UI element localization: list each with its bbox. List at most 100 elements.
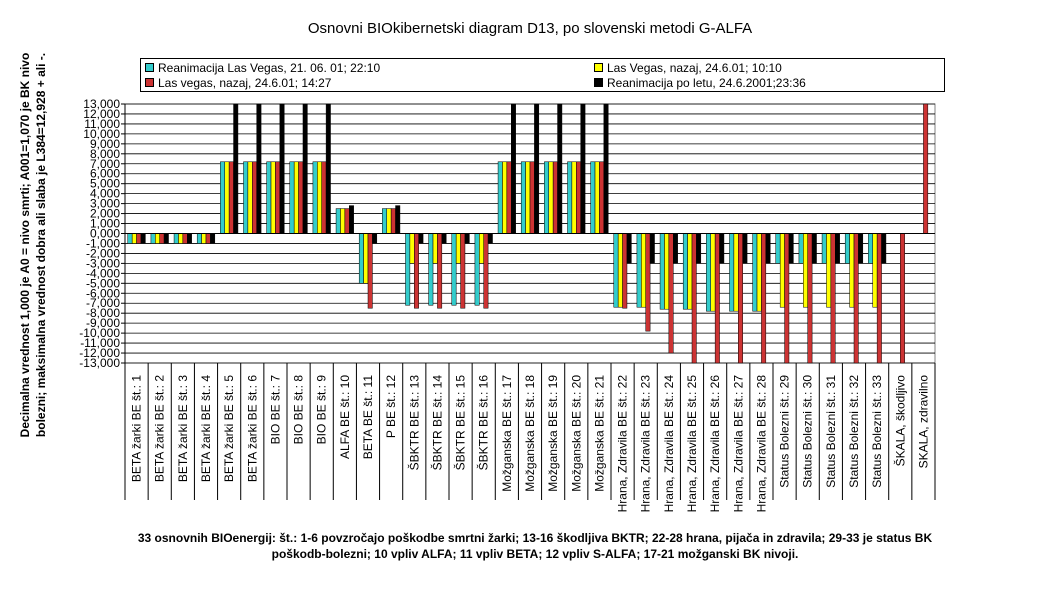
bar-series1 <box>243 161 249 234</box>
bar-series2 <box>779 233 785 308</box>
bar-series4 <box>441 233 447 244</box>
bar-series3 <box>483 233 489 309</box>
bar-series1 <box>173 233 179 244</box>
legend-item-1: Reanimacija Las Vegas, 21. 06. 01; 22:10 <box>145 61 380 75</box>
chart-title: Osnovni BIOkibernetski diagram D13, po s… <box>307 20 753 37</box>
bar-series2 <box>201 233 207 244</box>
bar-series3 <box>923 103 929 234</box>
x-tick-label: ALFA BE št.: 10 <box>338 375 352 459</box>
bar-series3 <box>321 161 327 234</box>
bar-series1 <box>613 233 619 308</box>
bar-series4 <box>580 103 586 234</box>
x-tick-label: Status Bolezni št.: 30 <box>801 375 815 488</box>
bar-series1 <box>196 233 202 244</box>
bar-series3 <box>344 208 350 234</box>
bar-series2 <box>525 161 531 234</box>
y-tick-label: -12,000 <box>79 346 120 360</box>
y-tick-label: 8,000 <box>90 147 120 161</box>
bar-series2 <box>872 233 878 308</box>
legend-label-4: Reanimacija po letu, 24.6.2001;23:36 <box>607 76 806 90</box>
bar-series3 <box>576 161 581 234</box>
bar-series2 <box>849 233 855 308</box>
bar-series4 <box>210 233 216 244</box>
bar-series4 <box>626 233 632 264</box>
bar-series4 <box>881 233 887 264</box>
bar-series1 <box>127 233 133 244</box>
x-tick-label: BIO BE št.: 8 <box>292 375 306 445</box>
chart-legend: Reanimacija Las Vegas, 21. 06. 01; 22:10… <box>140 58 945 92</box>
bar-series4 <box>279 103 285 234</box>
bar-series3 <box>668 233 674 354</box>
bar-series2 <box>293 161 299 234</box>
bar-series3 <box>552 161 558 234</box>
bar-series1 <box>659 233 665 310</box>
x-tick-label: Status Bolezni št.: 29 <box>778 375 792 488</box>
bar-series4 <box>742 233 748 264</box>
bar-series2 <box>317 161 322 234</box>
bar-series2 <box>340 208 346 234</box>
bar-series2 <box>479 233 484 264</box>
legend-swatch-4 <box>594 78 603 88</box>
bar-series4 <box>349 205 354 234</box>
bar-series3 <box>252 161 257 234</box>
x-tick-label: BETA žarki BE št.: 4 <box>199 375 213 482</box>
y-tick-label: -9,000 <box>86 316 120 330</box>
x-tick-label: ŠBKTR BE št.: 14 <box>429 375 444 471</box>
x-tick-label: Hrana, Zdravila BE št.: 22 <box>616 375 630 513</box>
y-tick-label: 13,000 <box>83 97 120 111</box>
bar-series1 <box>382 208 387 234</box>
bar-series1 <box>706 233 711 312</box>
legend-swatch-2 <box>594 63 603 73</box>
bar-series1 <box>752 233 758 312</box>
bar-series4 <box>858 233 864 264</box>
x-tick-label: Hrana, Zdravila BE št.: 25 <box>685 375 699 513</box>
y-tick-label: 6,000 <box>90 167 120 181</box>
bar-series1 <box>544 161 549 234</box>
bar-series3 <box>807 233 813 364</box>
y-tick-label: 4,000 <box>90 187 120 201</box>
y-tick-label: -3,000 <box>86 256 120 270</box>
bar-series3 <box>853 233 859 364</box>
legend-item-3: Las vegas, nazaj, 24.6.01; 14:27 <box>145 76 331 90</box>
x-tick-label: Status Bolezni št.: 31 <box>824 375 838 488</box>
bar-series3 <box>414 233 419 309</box>
x-tick-label: BETA žarki BE št.: 6 <box>245 375 259 482</box>
bar-series4 <box>788 233 794 264</box>
x-tick-label: ŠBKTR BE št.: 13 <box>406 375 421 471</box>
bar-series3 <box>599 161 605 234</box>
legend-swatch-1 <box>145 63 154 73</box>
legend-label-1: Reanimacija Las Vegas, 21. 06. 01; 22:10 <box>158 61 381 75</box>
x-tick-label: Možganska BE št.: 21 <box>592 375 606 492</box>
x-tick-label: Hrana, Zdravila BE št.: 24 <box>662 375 676 513</box>
bar-series1 <box>567 161 573 234</box>
bar-series3 <box>182 233 188 244</box>
bar-series1 <box>150 233 156 244</box>
x-tick-label: BIO BE št.: 9 <box>315 375 329 445</box>
x-tick-label: Možganska BE št.: 17 <box>500 375 514 492</box>
bar-series2 <box>270 161 276 234</box>
bar-series2 <box>455 233 461 264</box>
bar-series4 <box>534 103 540 234</box>
bar-series3 <box>714 233 720 364</box>
y-tick-label: -13,000 <box>79 356 120 370</box>
bar-series4 <box>256 103 262 234</box>
bar-series2 <box>710 233 716 312</box>
bar-series3 <box>205 233 211 244</box>
y-tick-label: -10,000 <box>79 326 120 340</box>
legend-label-3: Las vegas, nazaj, 24.6.01; 14:27 <box>158 76 332 90</box>
bar-series2 <box>224 161 230 234</box>
bar-series1 <box>497 161 503 234</box>
bar-series1 <box>636 233 642 308</box>
bar-series2 <box>803 233 808 308</box>
bar-series4 <box>395 205 401 234</box>
bar-series4 <box>696 233 702 264</box>
bar-series2 <box>641 233 646 308</box>
bar-series2 <box>733 233 739 312</box>
bar-series3 <box>460 233 466 309</box>
bar-series1 <box>451 233 457 306</box>
bar-series3 <box>830 233 836 364</box>
y-tick-label: -1,000 <box>86 236 120 250</box>
bar-series4 <box>603 103 609 234</box>
bar-series3 <box>367 233 373 309</box>
bar-series4 <box>418 233 424 244</box>
